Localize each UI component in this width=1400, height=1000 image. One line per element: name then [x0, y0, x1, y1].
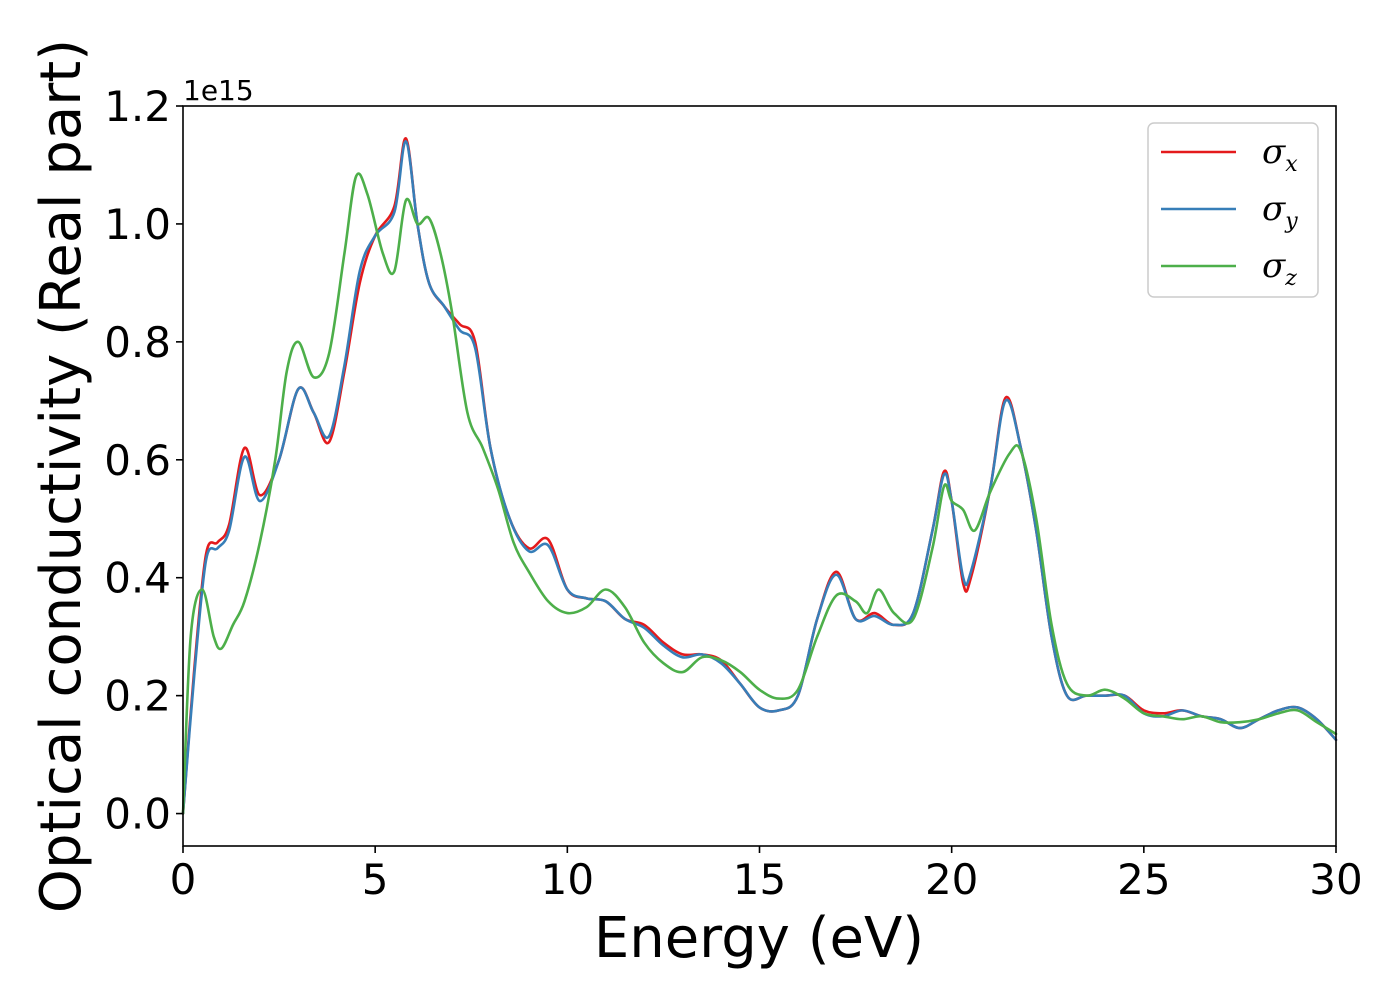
y-tick-label: 1.2 — [104, 82, 171, 131]
legend-label-sigma-y: σy — [1262, 189, 1298, 234]
y-tick-label: 0.0 — [104, 790, 171, 839]
y-tick-label: 0.8 — [104, 318, 171, 367]
y-tick-label: 1.0 — [104, 200, 171, 249]
series-line-sigma-z — [181, 172, 1338, 815]
x-tick-label: 0 — [170, 855, 197, 904]
legend-label-sigma-z: σz — [1262, 246, 1297, 291]
series-layer — [181, 137, 1338, 815]
x-tick-label: 15 — [733, 855, 786, 904]
x-axis: 0 5 10 15 20 25 30 — [170, 846, 1363, 904]
y-axis-title: Optical conductivity (Real part) — [29, 39, 94, 913]
y-tick-label: 0.2 — [104, 672, 171, 721]
y-offset-label: 1e15 — [183, 74, 254, 107]
x-tick-label: 25 — [1117, 855, 1170, 904]
x-tick-label: 5 — [362, 855, 389, 904]
legend: σx σy σz — [1147, 122, 1319, 298]
series-line-sigma-y — [181, 140, 1338, 815]
x-tick-label: 20 — [925, 855, 978, 904]
legend-items: σx σy σz — [1161, 132, 1298, 291]
y-tick-label: 0.4 — [104, 554, 171, 603]
x-tick-label: 10 — [541, 855, 594, 904]
legend-label-sigma-x: σx — [1262, 132, 1298, 177]
x-axis-title: Energy (eV) — [594, 906, 924, 971]
x-tick-label: 30 — [1309, 855, 1362, 904]
y-tick-label: 0.6 — [104, 436, 171, 485]
y-axis: 0.0 0.2 0.4 0.6 0.8 1.0 1.2 — [104, 82, 183, 839]
